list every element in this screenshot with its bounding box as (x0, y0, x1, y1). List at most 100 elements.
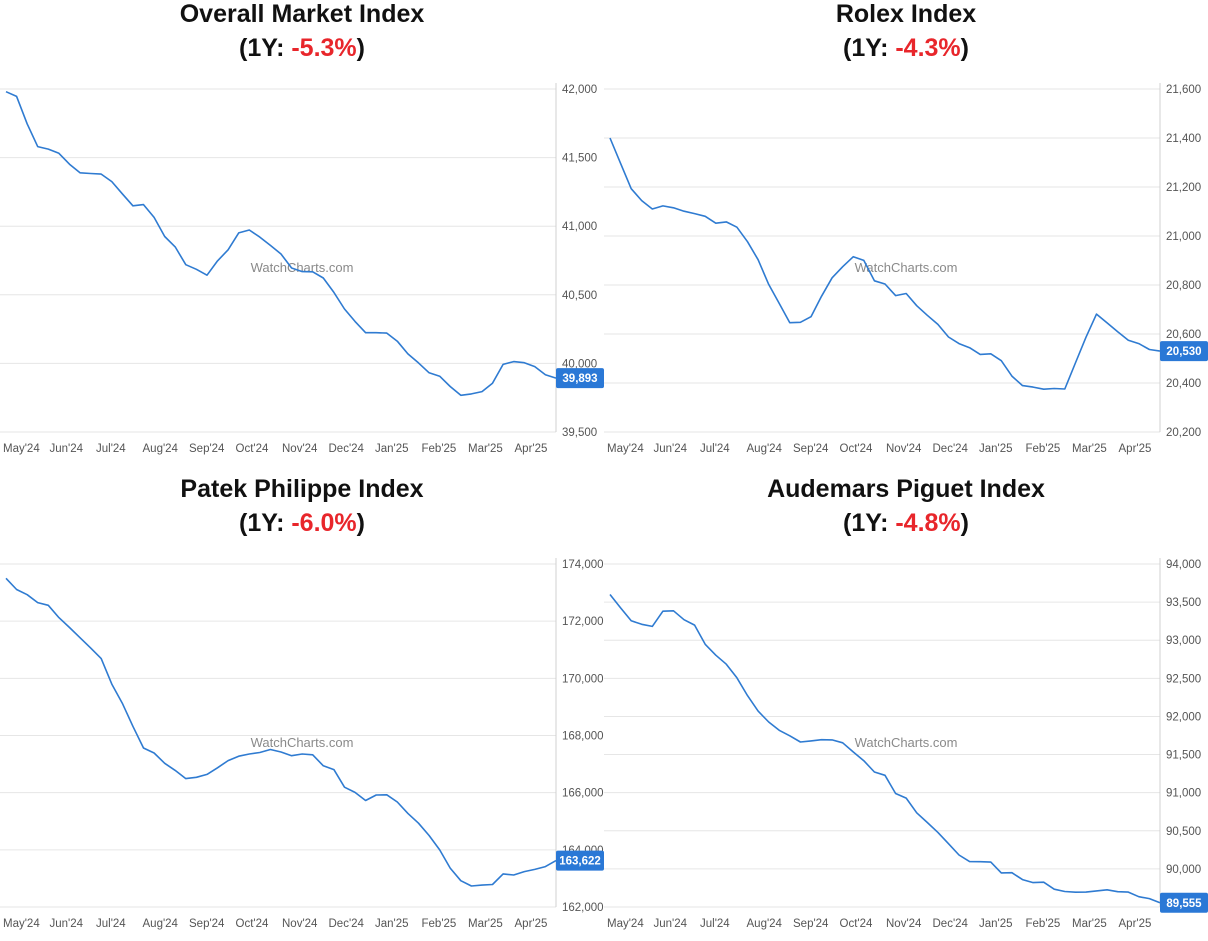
y-tick-label: 20,600 (1166, 329, 1201, 341)
chart-title: Rolex Index (835, 0, 977, 28)
x-tick-label: Jan'25 (375, 918, 409, 930)
watermark-text: WatchCharts.com (251, 260, 354, 275)
last-value-badge (1160, 341, 1208, 362)
x-tick-label: Mar'25 (1072, 918, 1107, 930)
last-value-label: 20,530 (1166, 346, 1201, 358)
change-value: -4.3% (895, 34, 961, 62)
x-tick-label: Dec'24 (933, 443, 969, 455)
chart-change: (1Y: -5.3%) (0, 32, 604, 64)
x-tick-label: Dec'24 (933, 918, 969, 930)
last-value-badge (556, 368, 604, 389)
last-value-badge (556, 850, 604, 871)
y-tick-label: 21,000 (1166, 231, 1201, 243)
x-tick-label: Aug'24 (143, 443, 179, 455)
y-tick-label: 174,000 (562, 559, 604, 571)
chart-title: Patek Philippe Index (180, 475, 424, 503)
chart-title: Audemars Piguet Index (767, 475, 1045, 503)
x-tick-label: May'24 (607, 443, 644, 455)
change-prefix: (1Y: (843, 509, 896, 537)
y-tick-label: 90,000 (1166, 864, 1201, 876)
y-tick-label: 20,800 (1166, 280, 1201, 292)
y-tick-label: 91,500 (1166, 750, 1201, 762)
y-tick-label: 162,000 (562, 902, 604, 914)
chart-panel-patek: Patek Philippe Index (1Y: -6.0%) 174,000… (0, 475, 604, 941)
x-tick-label: Apr'25 (515, 918, 548, 930)
x-tick-label: Mar'25 (1072, 443, 1107, 455)
change-suffix: ) (356, 34, 365, 62)
x-tick-label: Feb'25 (422, 443, 457, 455)
y-tick-label: 21,600 (1166, 84, 1201, 96)
chart-change: (1Y: -4.3%) (604, 32, 1208, 64)
y-tick-label: 21,400 (1166, 133, 1201, 145)
last-value-label: 89,555 (1166, 898, 1202, 910)
chart-title: Overall Market Index (179, 0, 425, 28)
y-tick-label: 42,000 (562, 84, 597, 96)
x-tick-label: Feb'25 (1026, 443, 1061, 455)
x-tick-label: Jan'25 (979, 443, 1013, 455)
x-tick-label: Apr'25 (515, 443, 548, 455)
x-tick-label: May'24 (607, 918, 644, 930)
x-tick-label: Jun'24 (654, 443, 688, 455)
change-value: -4.8% (895, 509, 961, 537)
x-tick-label: Oct'24 (236, 918, 269, 930)
x-tick-label: Oct'24 (236, 443, 269, 455)
series-line (5, 90, 557, 397)
x-tick-label: Nov'24 (886, 918, 922, 930)
y-tick-label: 40,500 (562, 290, 597, 302)
line-chart-rolex: 21,600 21,400 21,200 21,000 20,800 20,600 20,4… (604, 83, 1208, 455)
last-value-label: 39,893 (562, 373, 597, 385)
x-tick-label: Jun'24 (50, 918, 84, 930)
x-tick-label: Mar'25 (468, 918, 503, 930)
y-tick-label: 92,000 (1166, 711, 1201, 723)
y-tick-label: 168,000 (562, 731, 604, 743)
x-tick-label: Apr'25 (1119, 918, 1152, 930)
y-tick-label: 21,200 (1166, 182, 1201, 194)
y-tick-label: 94,000 (1166, 559, 1201, 571)
y-tick-label: 172,000 (562, 616, 604, 628)
x-tick-label: Apr'25 (1119, 443, 1152, 455)
change-suffix: ) (960, 509, 969, 537)
x-tick-label: Jul'24 (700, 443, 730, 455)
y-tick-label: 170,000 (562, 673, 604, 685)
change-value: -6.0% (291, 509, 357, 537)
x-tick-label: Sep'24 (793, 918, 829, 930)
y-tick-label: 93,000 (1166, 635, 1201, 647)
x-tick-label: Oct'24 (840, 918, 873, 930)
last-value-badge (1160, 892, 1208, 913)
x-tick-label: Nov'24 (282, 443, 318, 455)
change-suffix: ) (356, 509, 365, 537)
y-tick-label: 92,500 (1166, 673, 1201, 685)
x-tick-label: Oct'24 (840, 443, 873, 455)
chart-panel-ap: Audemars Piguet Index (1Y: -4.8%) 94,000… (604, 475, 1208, 941)
x-tick-label: Dec'24 (329, 918, 365, 930)
x-tick-label: Feb'25 (422, 918, 457, 930)
x-tick-label: Feb'25 (1026, 918, 1061, 930)
y-tick-label: 39,500 (562, 427, 597, 439)
watermark-text: WatchCharts.com (855, 735, 958, 750)
x-tick-label: Nov'24 (886, 443, 922, 455)
series-line (609, 137, 1161, 390)
x-tick-label: Aug'24 (747, 918, 783, 930)
series-line (609, 594, 1161, 904)
x-tick-label: Nov'24 (282, 918, 318, 930)
x-tick-label: Jun'24 (654, 918, 688, 930)
x-tick-label: May'24 (3, 443, 40, 455)
line-chart-patek: 174,000172,000170,000168,000166,000164,0… (0, 558, 604, 930)
y-tick-label: 41,000 (562, 221, 597, 233)
x-tick-label: Sep'24 (189, 443, 225, 455)
x-tick-label: Jul'24 (700, 918, 730, 930)
x-tick-label: Jul'24 (96, 443, 126, 455)
x-tick-label: Jun'24 (50, 443, 84, 455)
last-value-label: 163,622 (559, 856, 601, 868)
y-tick-label: 20,400 (1166, 378, 1201, 390)
chart-panel-overall: Overall Market Index (1Y: -5.3%) 42,000 4… (0, 0, 604, 466)
line-chart-overall: 42,000 41,500 41,000 40,500 40,000 39,500 May'… (0, 83, 604, 455)
chart-change: (1Y: -6.0%) (0, 507, 604, 539)
y-tick-label: 91,000 (1166, 788, 1201, 800)
watermark-text: WatchCharts.com (855, 260, 958, 275)
line-chart-ap: 94,000 93,500 93,000 92,500 92,000 91,500 91,0… (604, 558, 1208, 930)
y-tick-label: 40,000 (562, 358, 597, 370)
series-line (5, 577, 557, 887)
y-tick-label: 166,000 (562, 788, 604, 800)
watermark-text: WatchCharts.com (251, 735, 354, 750)
